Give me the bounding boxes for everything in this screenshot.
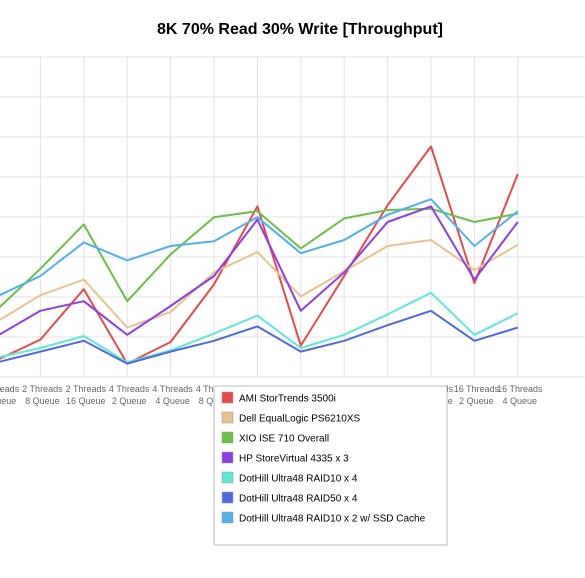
legend-label: AMI StorTrends 3500i bbox=[239, 394, 336, 405]
legend: AMI StorTrends 3500i Dell EqualLogic PS62… bbox=[213, 385, 448, 546]
series-line-2 bbox=[0, 239, 519, 329]
legend-swatch bbox=[221, 511, 234, 524]
legend-label: DotHill Ultra48 RAID50 x 4 bbox=[239, 494, 358, 505]
legend-label: Dell EqualLogic PS6210XS bbox=[239, 414, 361, 425]
x-tick-label: 2 Threads 8 Queue bbox=[22, 384, 63, 406]
legend-swatch bbox=[221, 411, 234, 424]
series-lines bbox=[0, 145, 519, 365]
legend-swatch bbox=[221, 431, 234, 444]
x-tick-label: 4 Threads 4 Queue bbox=[152, 384, 193, 406]
legend-label: DotHill Ultra48 RAID10 x 4 bbox=[239, 474, 358, 485]
legend-box bbox=[213, 385, 448, 546]
legend-label: XIO ISE 710 Overall bbox=[239, 434, 329, 445]
chart-title: 8K 70% Read 30% Write [Throughput] bbox=[157, 21, 443, 38]
x-tick-label: 16 Threads 2 Queue bbox=[454, 384, 500, 406]
x-tick-label: 16 Threads 4 Queue bbox=[497, 384, 543, 406]
legend-swatch bbox=[221, 391, 234, 404]
legend-label: HP StoreVirtual 4335 x 3 bbox=[239, 454, 349, 465]
series-line-1 bbox=[0, 145, 519, 365]
x-tick-label: 2 Threads 16 Queue bbox=[66, 384, 107, 406]
legend-swatch bbox=[221, 471, 234, 484]
x-tick-label: 4 Threads 2 Queue bbox=[109, 384, 150, 406]
plot-grid bbox=[0, 56, 585, 378]
legend-swatch bbox=[221, 451, 234, 464]
legend-label: DotHill Ultra48 RAID10 x 2 w/ SSD Cache bbox=[239, 514, 426, 525]
legend-swatch bbox=[221, 491, 234, 504]
